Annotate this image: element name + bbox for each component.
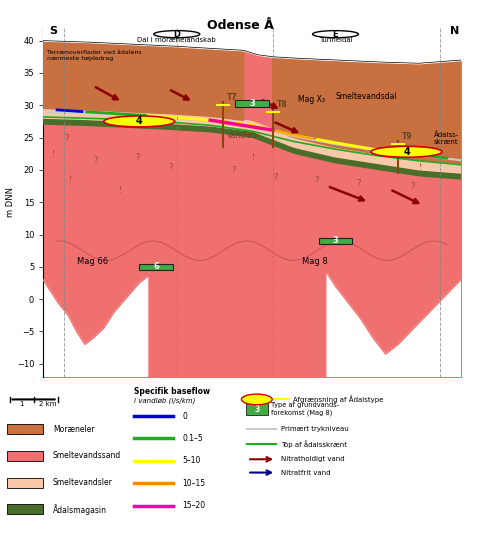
Text: !: ! (68, 176, 72, 185)
Text: ?: ? (231, 166, 236, 175)
Text: Top af ådalsskrænt: Top af ådalsskrænt (281, 440, 347, 448)
Text: Tunneldal: Tunneldal (319, 37, 352, 43)
Text: 3: 3 (333, 237, 338, 245)
Text: ?: ? (93, 156, 98, 166)
FancyBboxPatch shape (235, 100, 269, 106)
FancyBboxPatch shape (319, 238, 352, 244)
Bar (7, 478, 43, 488)
Text: T9: T9 (402, 132, 413, 141)
Text: Primært trykniveau: Primært trykniveau (281, 427, 348, 432)
Text: Ådalsmagasin: Ådalsmagasin (53, 504, 107, 515)
Circle shape (154, 30, 200, 38)
Text: Vandløb: Vandløb (227, 131, 258, 140)
Text: 2 km: 2 km (39, 401, 57, 407)
Text: Smeltevandsler: Smeltevandsler (53, 478, 113, 487)
Text: Moræneler: Moræneler (53, 425, 95, 434)
Bar (7, 504, 43, 514)
Text: Odense Å: Odense Å (206, 19, 274, 32)
Circle shape (104, 116, 175, 127)
Text: 0: 0 (182, 412, 187, 420)
Text: Type af grundvands-
forekomst (Mag 8): Type af grundvands- forekomst (Mag 8) (271, 402, 339, 416)
Text: ?: ? (168, 163, 173, 172)
Polygon shape (43, 120, 461, 179)
Text: Smeltevandsdal: Smeltevandsdal (336, 92, 397, 101)
Text: T8: T8 (277, 100, 288, 109)
Text: Mag 66: Mag 66 (77, 257, 108, 265)
Circle shape (371, 146, 442, 157)
Text: i vandløb (l/s/km): i vandløb (l/s/km) (134, 398, 196, 404)
Circle shape (241, 394, 272, 405)
FancyBboxPatch shape (139, 264, 173, 270)
Text: Mag 8: Mag 8 (302, 257, 328, 265)
Text: !: ! (252, 153, 255, 162)
Text: 0.1–5: 0.1–5 (182, 434, 203, 443)
Text: Nitratfrit vand: Nitratfrit vand (281, 470, 330, 475)
Text: Specifik baseflow: Specifik baseflow (134, 387, 210, 397)
Text: N: N (450, 26, 460, 36)
Text: 3: 3 (254, 404, 259, 414)
Text: S: S (49, 26, 58, 36)
Text: ?: ? (411, 182, 415, 191)
Text: D: D (173, 30, 180, 39)
Text: 4: 4 (254, 397, 259, 402)
Text: Smeltevandssand: Smeltevandssand (53, 452, 121, 460)
Polygon shape (43, 40, 244, 120)
Text: T7: T7 (227, 93, 238, 102)
Text: ?: ? (356, 179, 361, 188)
Polygon shape (43, 276, 148, 377)
Text: 5–10: 5–10 (182, 456, 201, 465)
Text: Afgrænsning af Ådalstype: Afgrænsning af Ådalstype (293, 396, 383, 403)
Text: Mag X₃: Mag X₃ (298, 95, 325, 104)
Y-axis label: m DNN: m DNN (6, 187, 15, 217)
Polygon shape (327, 273, 461, 377)
Text: Terrænoverflader ved ådalens
nærmeste højdedrag: Terrænoverflader ved ådalens nærmeste hø… (48, 50, 142, 61)
Polygon shape (273, 57, 461, 163)
FancyBboxPatch shape (246, 403, 268, 415)
Text: 6: 6 (153, 263, 159, 271)
Text: ?: ? (273, 173, 277, 182)
Text: 1: 1 (19, 401, 24, 407)
Text: Dal i morænelandskab: Dal i morænelandskab (137, 37, 216, 43)
Text: 10–15: 10–15 (182, 479, 205, 488)
Circle shape (312, 30, 359, 38)
Bar (7, 424, 43, 434)
Text: ?: ? (64, 134, 69, 143)
Text: ?: ? (315, 176, 319, 185)
Text: 4: 4 (403, 147, 410, 157)
Bar (7, 451, 43, 461)
Text: 15–20: 15–20 (182, 501, 205, 510)
Text: !: ! (419, 163, 422, 172)
Text: Ådalss-
skrænt: Ådalss- skrænt (433, 131, 459, 145)
Polygon shape (43, 109, 461, 175)
Text: 3: 3 (249, 99, 255, 108)
Text: E: E (333, 30, 338, 39)
Text: Nitratholdigt vand: Nitratholdigt vand (281, 456, 345, 462)
Text: !: ! (51, 150, 55, 159)
Text: 4: 4 (136, 116, 143, 126)
Text: !: ! (119, 186, 121, 194)
Text: ?: ? (135, 153, 140, 162)
